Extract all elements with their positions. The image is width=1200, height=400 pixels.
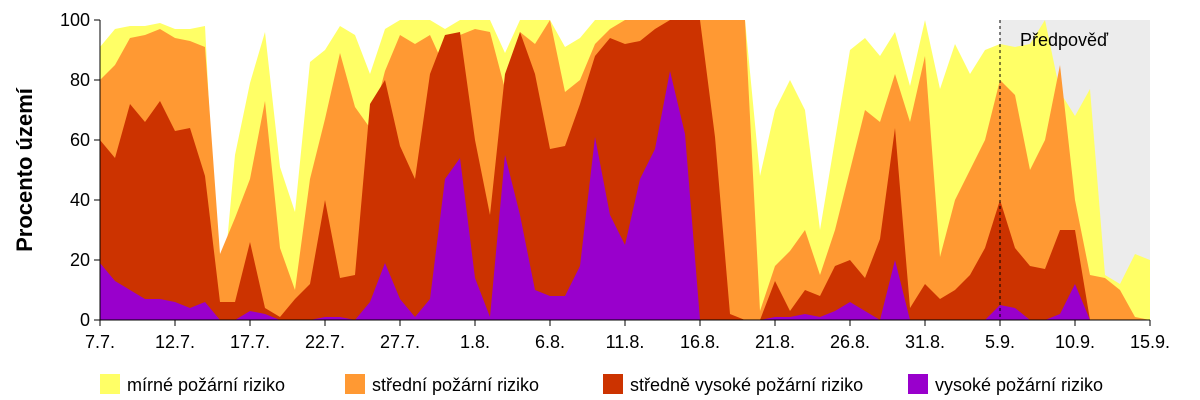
y-tick-label: 20 — [70, 250, 90, 270]
y-tick-label: 100 — [60, 10, 90, 30]
x-tick-label: 1.8. — [460, 332, 490, 352]
legend-label-3: středně vysoké požární riziko — [630, 375, 863, 395]
legend-swatch-2 — [345, 374, 365, 394]
series-areas — [100, 20, 1150, 320]
legend-label-4: vysoké požární riziko — [935, 375, 1103, 395]
y-axis: 0 20 40 60 80 100 — [60, 10, 101, 330]
forecast-label: Předpověď — [1020, 30, 1109, 50]
legend-label-2: střední požární riziko — [372, 375, 539, 395]
y-tick-label: 40 — [70, 190, 90, 210]
x-tick-label: 7.7. — [85, 332, 115, 352]
x-tick-label: 22.7. — [305, 332, 345, 352]
y-tick-label: 60 — [70, 130, 90, 150]
area-series-3 — [100, 20, 1150, 320]
legend: mírné požární riziko střední požární rizi… — [100, 374, 1103, 395]
x-axis: 7.7. 12.7. 17.7. 22.7. 27.7. 1.8. 6.8. 11.8. 16.… — [85, 319, 1170, 352]
x-tick-label: 6.8. — [535, 332, 565, 352]
x-tick-label: 16.8. — [680, 332, 720, 352]
x-tick-label: 17.7. — [230, 332, 270, 352]
y-tick-label: 0 — [80, 310, 90, 330]
x-tick-label: 15.9. — [1130, 332, 1170, 352]
legend-swatch-1 — [100, 374, 120, 394]
x-tick-label: 10.9. — [1055, 332, 1095, 352]
x-tick-label: 12.7. — [155, 332, 195, 352]
x-tick-label: 27.7. — [380, 332, 420, 352]
x-tick-label: 11.8. — [606, 332, 645, 352]
y-axis-label: Procento území — [12, 87, 37, 252]
x-tick-label: 5.9. — [985, 332, 1015, 352]
legend-swatch-4 — [908, 374, 928, 394]
x-tick-label: 26.8. — [830, 332, 870, 352]
legend-swatch-3 — [603, 374, 623, 394]
legend-label-1: mírné požární riziko — [127, 375, 285, 395]
x-tick-label: 21.8. — [755, 332, 795, 352]
area-series-4 — [100, 71, 1150, 320]
x-tick-label: 31.8. — [905, 332, 945, 352]
y-tick-label: 80 — [70, 70, 90, 90]
